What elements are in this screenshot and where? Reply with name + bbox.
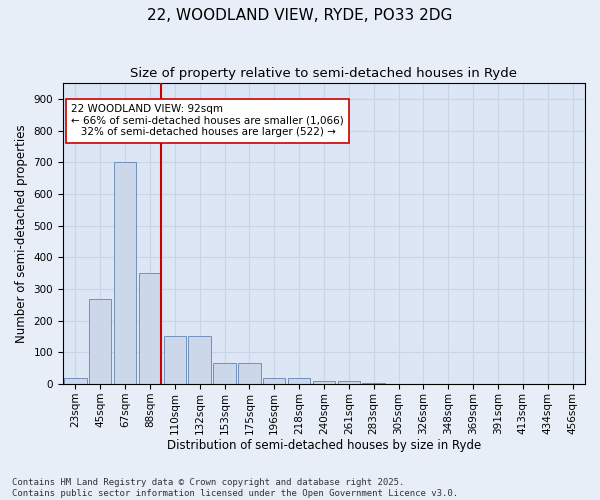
Text: 22 WOODLAND VIEW: 92sqm
← 66% of semi-detached houses are smaller (1,066)
   32%: 22 WOODLAND VIEW: 92sqm ← 66% of semi-de… bbox=[71, 104, 343, 138]
X-axis label: Distribution of semi-detached houses by size in Ryde: Distribution of semi-detached houses by … bbox=[167, 440, 481, 452]
Title: Size of property relative to semi-detached houses in Ryde: Size of property relative to semi-detach… bbox=[130, 68, 517, 80]
Text: 22, WOODLAND VIEW, RYDE, PO33 2DG: 22, WOODLAND VIEW, RYDE, PO33 2DG bbox=[148, 8, 452, 22]
Bar bbox=[139, 273, 161, 384]
Bar bbox=[362, 382, 385, 384]
Bar bbox=[89, 298, 112, 384]
Bar bbox=[214, 362, 236, 384]
Bar bbox=[313, 381, 335, 384]
Bar bbox=[338, 381, 360, 384]
Bar bbox=[238, 362, 260, 384]
Bar bbox=[164, 336, 186, 384]
Bar bbox=[114, 162, 136, 384]
Text: Contains HM Land Registry data © Crown copyright and database right 2025.
Contai: Contains HM Land Registry data © Crown c… bbox=[12, 478, 458, 498]
Bar bbox=[288, 378, 310, 384]
Bar bbox=[64, 378, 86, 384]
Bar bbox=[263, 378, 286, 384]
Bar bbox=[188, 336, 211, 384]
Y-axis label: Number of semi-detached properties: Number of semi-detached properties bbox=[15, 124, 28, 343]
